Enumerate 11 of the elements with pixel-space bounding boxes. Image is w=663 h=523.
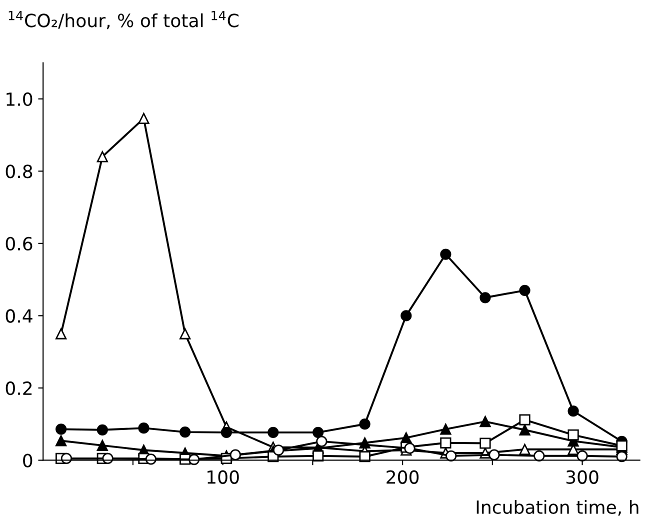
x-tick-label: 200: [386, 470, 419, 484]
y-tick-label: 0.6: [6, 236, 32, 251]
y-axis-title: $^{14}$CO₂/hour, % of total $^{14}$C: [8, 10, 238, 30]
y-tick-label: 1.0: [6, 92, 32, 106]
y-tick-label: 0.4: [6, 309, 32, 323]
x-tick-label: 300: [566, 470, 598, 484]
y-tick-label: 0.2: [6, 381, 32, 396]
y-tick-label: 0.8: [6, 164, 32, 178]
x-axis-title: Incubation time, h: [476, 500, 638, 516]
y-tick-label: 0: [23, 454, 32, 468]
x-tick-label: 100: [208, 470, 239, 484]
